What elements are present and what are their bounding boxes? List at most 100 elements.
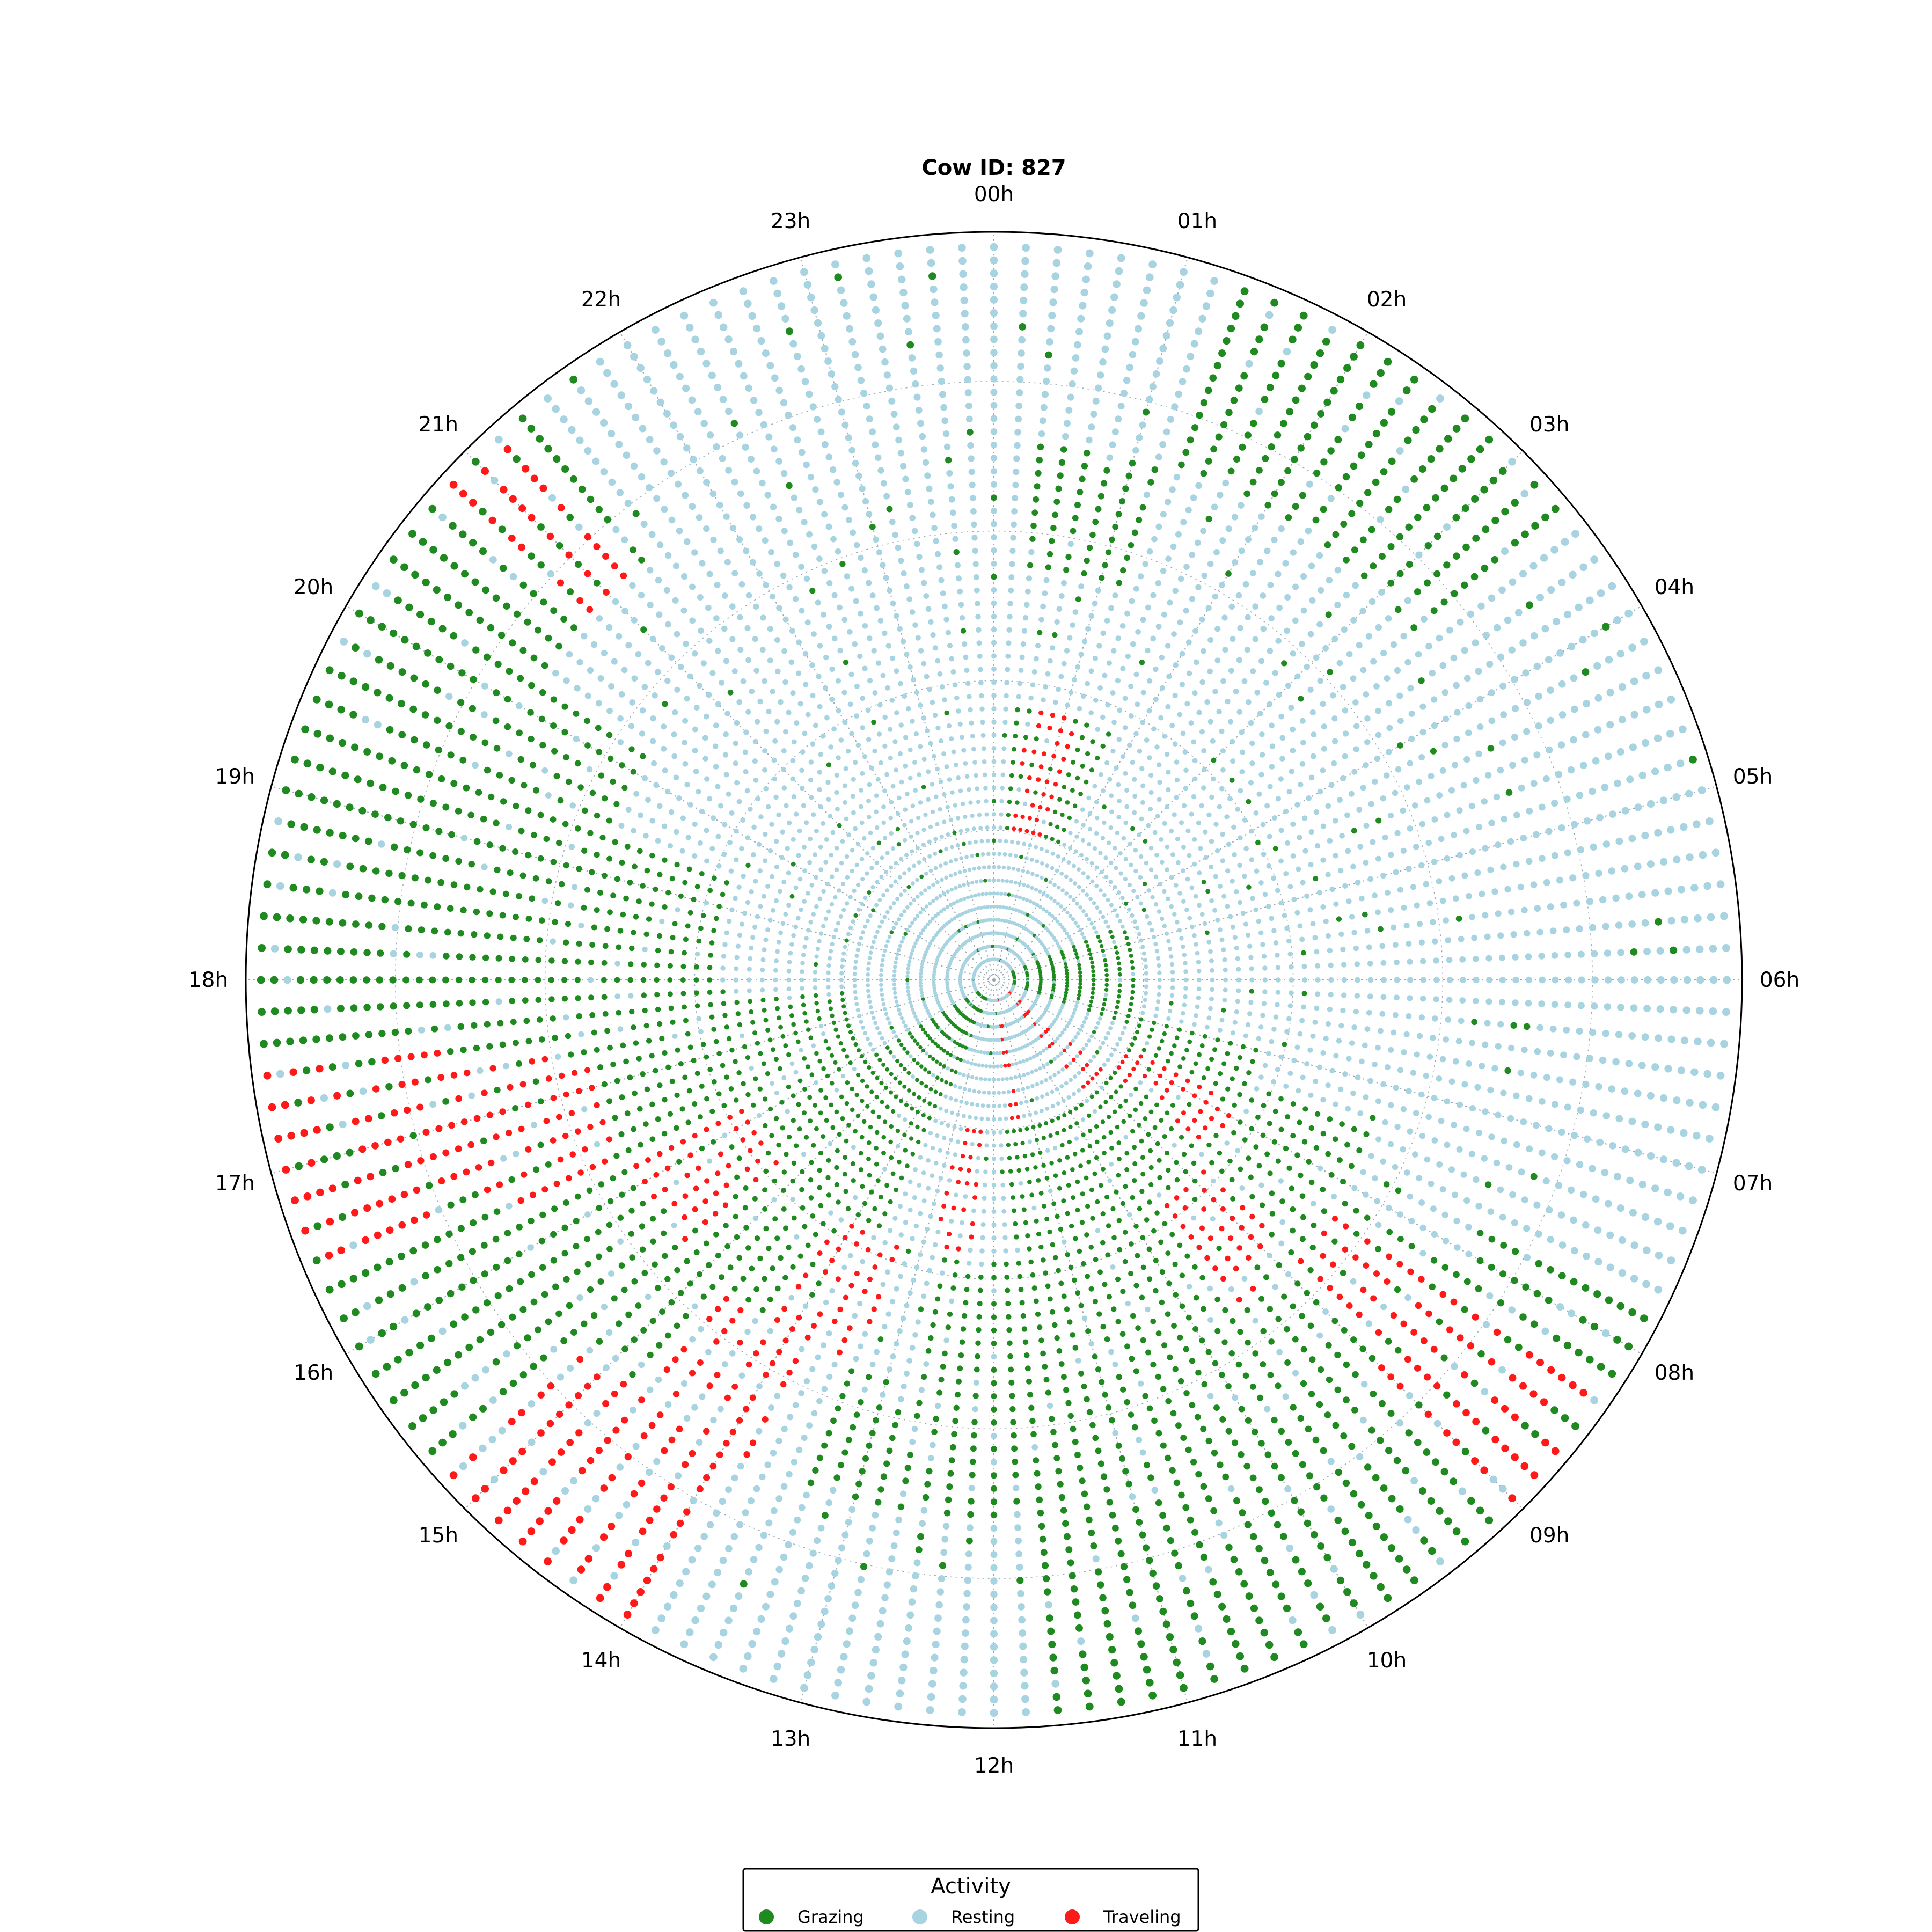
activity-point-grazing xyxy=(1052,975,1056,979)
activity-point-resting xyxy=(992,918,996,922)
activity-point-resting xyxy=(1108,1349,1114,1355)
activity-point-grazing xyxy=(1200,1306,1206,1312)
activity-point-grazing xyxy=(1054,1335,1060,1341)
activity-point-resting xyxy=(1124,804,1130,809)
activity-point-grazing xyxy=(1268,1338,1275,1345)
activity-point-resting xyxy=(755,796,760,802)
activity-point-traveling xyxy=(1331,1216,1338,1222)
activity-point-resting xyxy=(802,899,807,904)
activity-point-resting xyxy=(1226,841,1232,847)
activity-point-resting xyxy=(1016,787,1021,792)
activity-point-resting xyxy=(1075,1054,1079,1058)
activity-point-resting xyxy=(1071,1038,1075,1043)
activity-point-resting xyxy=(1210,1178,1216,1184)
activity-point-grazing xyxy=(1117,972,1122,977)
activity-point-grazing xyxy=(1157,1175,1162,1180)
activity-point-resting xyxy=(858,554,864,561)
activity-point-resting xyxy=(959,614,965,621)
activity-point-resting xyxy=(905,706,911,712)
activity-point-resting xyxy=(1249,977,1255,983)
activity-point-resting xyxy=(1019,654,1025,660)
activity-point-traveling xyxy=(1249,1213,1255,1220)
activity-point-resting xyxy=(1124,788,1130,793)
activity-point-traveling xyxy=(1321,1230,1327,1236)
activity-point-traveling xyxy=(599,1119,606,1125)
activity-point-grazing xyxy=(883,1379,889,1385)
activity-point-resting xyxy=(897,1328,903,1334)
activity-point-resting xyxy=(1062,1239,1067,1245)
activity-point-resting xyxy=(1058,922,1063,927)
activity-point-resting xyxy=(1401,1049,1407,1056)
activity-point-resting xyxy=(1068,1061,1072,1065)
activity-point-resting xyxy=(905,985,910,990)
activity-point-grazing xyxy=(944,710,949,716)
activity-point-grazing xyxy=(627,977,633,983)
activity-point-grazing xyxy=(1057,797,1062,802)
activity-point-grazing xyxy=(536,1016,543,1023)
activity-point-resting xyxy=(1262,989,1268,994)
activity-point-grazing xyxy=(1080,763,1085,769)
activity-point-grazing xyxy=(721,1001,727,1006)
activity-point-traveling xyxy=(1220,1187,1226,1193)
activity-point-traveling xyxy=(1050,1042,1055,1046)
activity-point-resting xyxy=(1074,834,1079,839)
activity-point-grazing xyxy=(960,1326,967,1332)
activity-point-grazing xyxy=(1130,1042,1135,1047)
activity-point-grazing xyxy=(1124,1343,1130,1350)
activity-point-resting xyxy=(884,870,889,875)
activity-point-grazing xyxy=(1065,1211,1070,1216)
activity-point-grazing xyxy=(889,1124,894,1129)
activity-point-resting xyxy=(1031,1205,1037,1211)
activity-point-grazing xyxy=(1150,1027,1154,1032)
activity-point-resting xyxy=(839,964,845,969)
activity-point-resting xyxy=(1209,794,1214,800)
activity-point-resting xyxy=(918,978,923,982)
activity-point-resting xyxy=(1071,1092,1076,1096)
activity-point-traveling xyxy=(974,1182,979,1187)
activity-point-traveling xyxy=(1058,728,1064,734)
activity-point-resting xyxy=(991,1196,997,1201)
activity-point-resting xyxy=(1138,854,1144,859)
activity-point-resting xyxy=(991,812,997,817)
activity-point-grazing xyxy=(1362,911,1368,918)
activity-point-grazing xyxy=(1084,1175,1089,1181)
activity-point-resting xyxy=(818,804,823,809)
activity-point-grazing xyxy=(1080,1261,1086,1267)
activity-point-traveling xyxy=(715,1121,721,1126)
activity-point-resting xyxy=(936,911,941,916)
activity-point-traveling xyxy=(550,1095,557,1101)
activity-point-resting xyxy=(911,881,915,885)
activity-point-resting xyxy=(1095,905,1100,910)
activity-point-resting xyxy=(880,562,886,568)
activity-point-resting xyxy=(885,643,891,649)
activity-point-resting xyxy=(923,953,927,957)
activity-point-resting xyxy=(1219,937,1225,942)
activity-point-resting xyxy=(996,878,1000,883)
activity-point-grazing xyxy=(953,1404,960,1411)
activity-point-traveling xyxy=(835,1276,841,1282)
activity-point-grazing xyxy=(766,1245,772,1252)
activity-point-grazing xyxy=(873,1417,879,1424)
activity-point-grazing xyxy=(952,830,957,835)
activity-point-resting xyxy=(1353,723,1360,729)
activity-point-grazing xyxy=(1179,1303,1185,1309)
activity-point-resting xyxy=(722,822,728,828)
activity-point-resting xyxy=(1153,1013,1158,1018)
activity-point-resting xyxy=(838,914,843,919)
activity-point-resting xyxy=(1128,683,1134,689)
activity-point-resting xyxy=(1052,1073,1057,1078)
activity-point-resting xyxy=(1040,603,1046,610)
activity-point-resting xyxy=(1132,794,1138,799)
activity-point-resting xyxy=(779,855,785,860)
grid-spoke xyxy=(993,979,1524,1510)
activity-point-grazing xyxy=(1221,1061,1227,1066)
activity-point-resting xyxy=(774,668,781,675)
activity-point-resting xyxy=(1011,521,1017,528)
activity-point-grazing xyxy=(621,1169,628,1175)
activity-point-resting xyxy=(980,733,986,738)
activity-point-resting xyxy=(797,876,803,882)
activity-point-grazing xyxy=(1123,901,1129,906)
activity-point-resting xyxy=(1001,865,1006,870)
activity-point-resting xyxy=(1024,856,1029,860)
activity-point-resting xyxy=(1078,905,1082,910)
